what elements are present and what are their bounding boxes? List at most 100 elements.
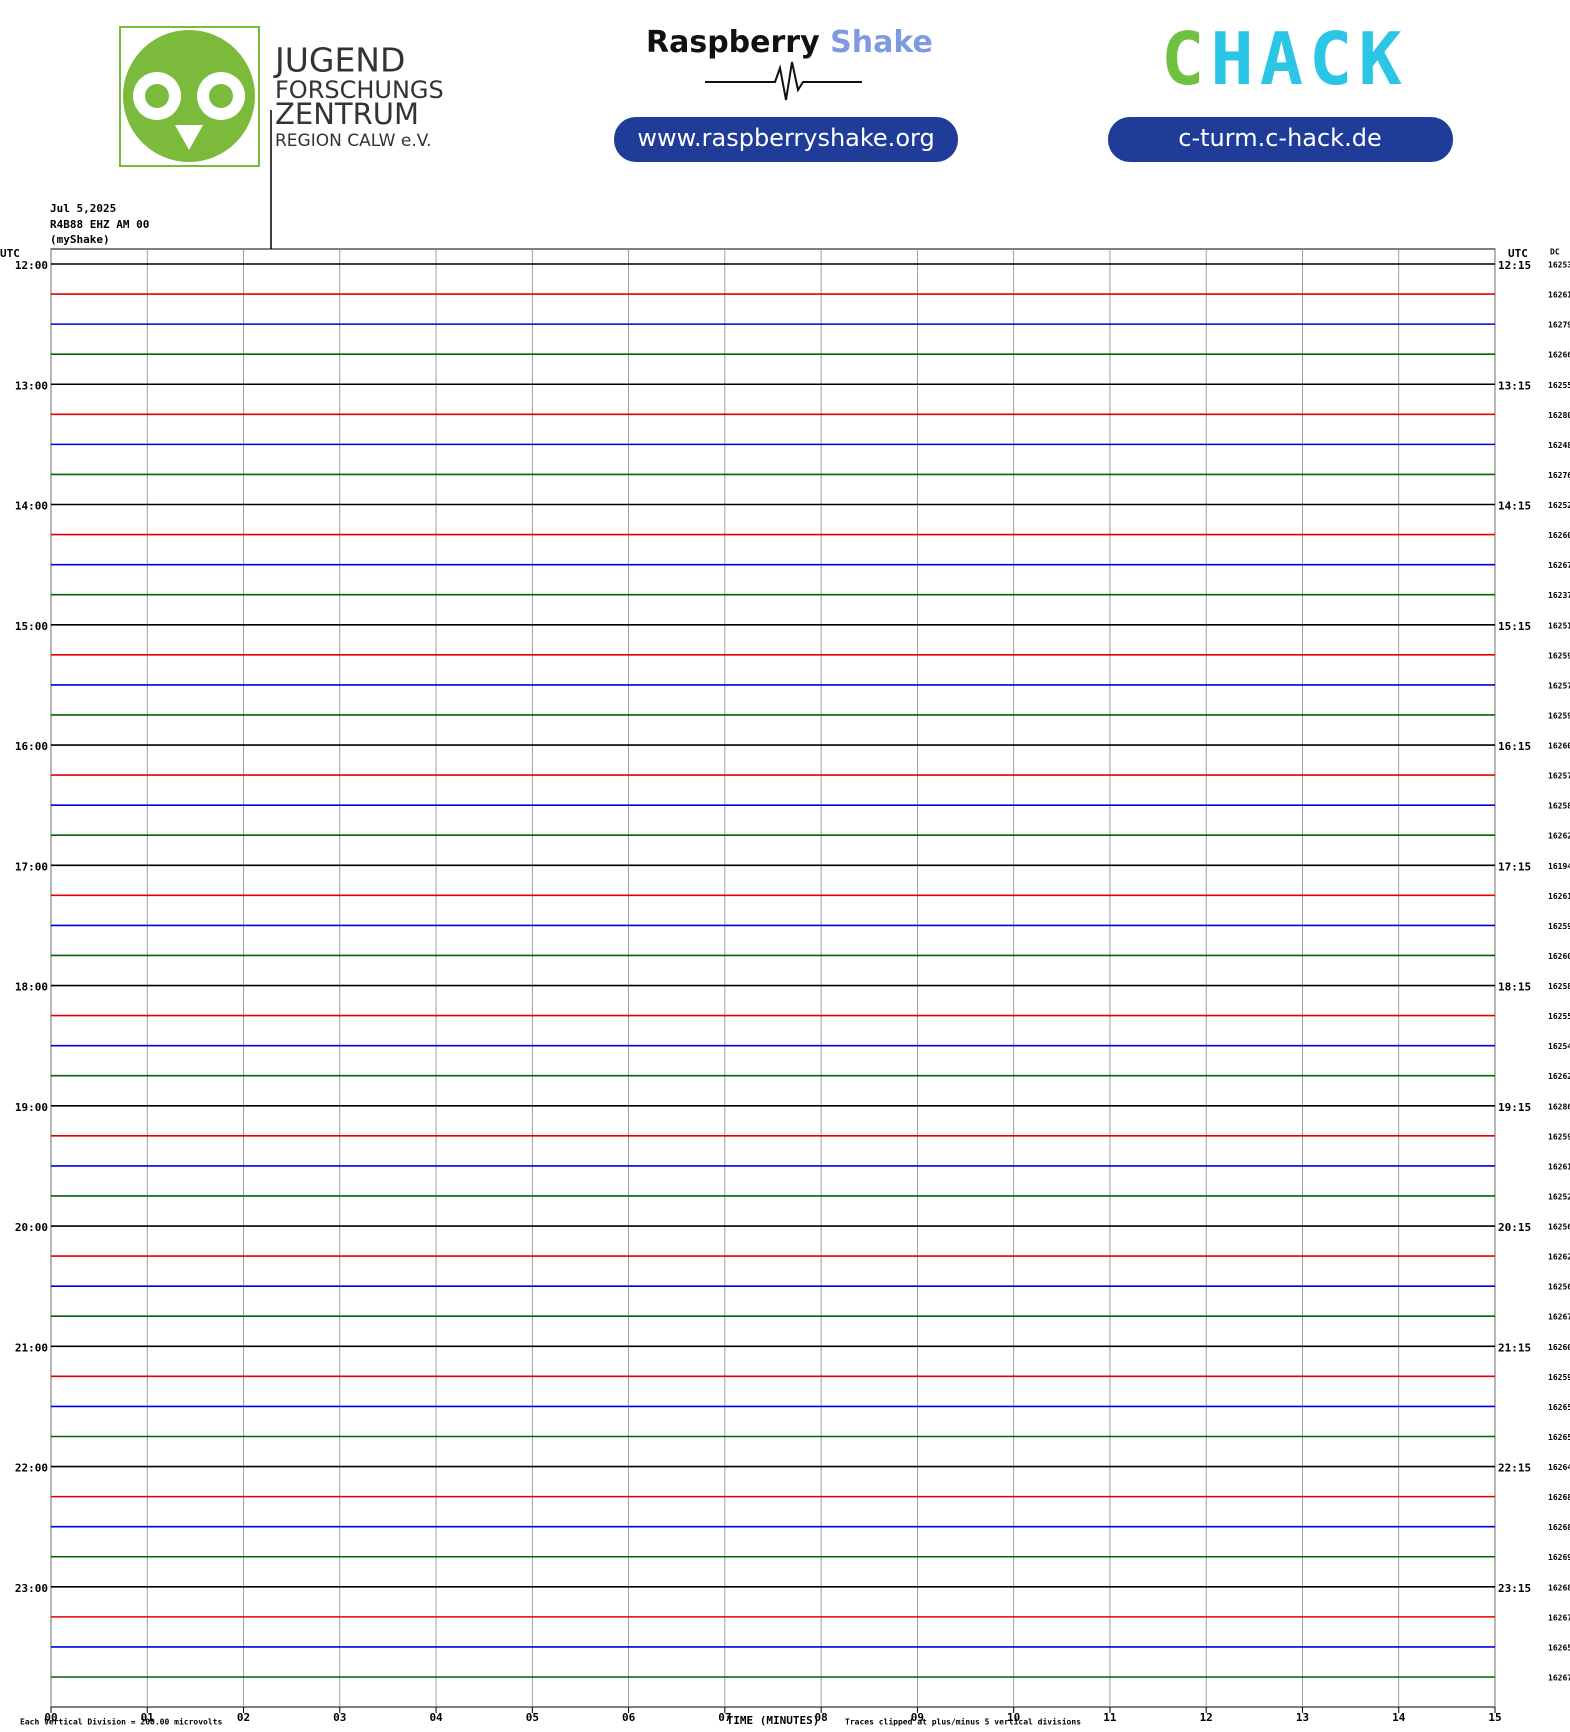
dc-value: 16268 xyxy=(1548,1523,1570,1532)
dc-value: 16259 xyxy=(1548,1373,1570,1382)
x-tick-label: 11 xyxy=(1103,1711,1117,1724)
dc-value: 16257 xyxy=(1548,681,1570,690)
dc-value: 16259 xyxy=(1548,1132,1570,1141)
right-time-label: 18:15 xyxy=(1498,981,1531,994)
left-time-label: 21:00 xyxy=(15,1341,48,1354)
right-time-label: 14:15 xyxy=(1498,500,1531,513)
info: R4B88 EHZ AM 00 xyxy=(50,218,149,231)
right-time-label: 17:15 xyxy=(1498,860,1531,873)
x-tick-label: 05 xyxy=(526,1711,539,1724)
chack-url[interactable]: c-turm.c-hack.de xyxy=(1178,124,1381,152)
dc-value: 16259 xyxy=(1548,651,1570,660)
dc-value: 16276 xyxy=(1548,471,1570,480)
right-time-label: 13:15 xyxy=(1498,379,1531,392)
dc-value: 16286 xyxy=(1548,1102,1570,1111)
right-time-label: 23:15 xyxy=(1498,1582,1531,1595)
x-tick-label: 03 xyxy=(333,1711,346,1724)
dc-value: 16255 xyxy=(1548,1012,1570,1021)
right-time-label: 19:15 xyxy=(1498,1101,1531,1114)
plot-frame xyxy=(50,248,1496,1708)
dc-value: 16262 xyxy=(1548,1253,1570,1262)
left-time-label: 15:00 xyxy=(15,620,48,633)
right-time-label: 22:15 xyxy=(1498,1462,1531,1475)
dc-value: 16262 xyxy=(1548,1072,1570,1081)
dc-value: 16260 xyxy=(1548,742,1570,751)
left-time-label: 18:00 xyxy=(15,981,48,994)
left-time-label: 23:00 xyxy=(15,1582,48,1595)
dc-value: 16255 xyxy=(1548,381,1570,390)
dc-value: 16269 xyxy=(1548,1553,1570,1562)
org-line: REGION CALW e.V. xyxy=(275,131,432,151)
info: (myShake) xyxy=(50,233,110,246)
x-tick-label: 00 xyxy=(44,1711,57,1724)
org-logo xyxy=(119,26,260,167)
right-time-label: 16:15 xyxy=(1498,740,1531,753)
rs-brand: Raspberry Shake xyxy=(646,25,933,60)
dc-value: 16266 xyxy=(1548,351,1570,360)
dc-value: 16261 xyxy=(1548,1162,1570,1171)
dc-value: 16268 xyxy=(1548,1493,1570,1502)
dc-value: 16264 xyxy=(1548,1463,1570,1472)
rs-url[interactable]: www.raspberryshake.org xyxy=(637,124,934,152)
dc-value: 16259 xyxy=(1548,922,1570,931)
dc-value: 16251 xyxy=(1548,621,1570,630)
left-time-label: 12:00 xyxy=(15,259,48,272)
left-time-label: 19:00 xyxy=(15,1101,48,1114)
dc-value: 16257 xyxy=(1548,772,1570,781)
x-tick-label: 04 xyxy=(429,1711,443,1724)
dc-value: 16267 xyxy=(1548,1674,1570,1683)
dc-value: 16194 xyxy=(1548,862,1570,871)
dc-value: 16268 xyxy=(1548,1583,1570,1592)
dc-value: 16267 xyxy=(1548,561,1570,570)
dc-value: 16256 xyxy=(1548,1283,1570,1292)
dc-value: 16237 xyxy=(1548,591,1570,600)
right-time-label: 15:15 xyxy=(1498,620,1531,633)
footer-right: Traces clipped at plus/minus 5 vertical … xyxy=(845,1717,1081,1727)
x-tick-label: 14 xyxy=(1392,1711,1406,1724)
dc-value: 16261 xyxy=(1548,892,1570,901)
x-tick-label: 10 xyxy=(1007,1711,1020,1724)
dc-value: 16256 xyxy=(1548,1223,1570,1232)
x-tick-label: 09 xyxy=(911,1711,924,1724)
dc-value: 16267 xyxy=(1548,1313,1570,1322)
rs-url-button[interactable] xyxy=(614,117,958,162)
left-time-label: 20:00 xyxy=(15,1221,48,1234)
right-header: UTC xyxy=(1508,247,1528,260)
org-line: FORSCHUNGS xyxy=(275,76,444,104)
dc-header: DC xyxy=(1550,248,1560,257)
org-line: JUGEND xyxy=(273,41,405,80)
rs-wave xyxy=(705,61,862,101)
dc-value: 16258 xyxy=(1548,802,1570,811)
dc-value: 16258 xyxy=(1548,982,1570,991)
dc-value: 16261 xyxy=(1548,291,1570,300)
x-tick-label: 01 xyxy=(141,1711,155,1724)
footer-left: Each Vertical Division = 200.00 microvol… xyxy=(20,1717,222,1727)
dc-value: 16252 xyxy=(1548,1192,1570,1201)
dc-value: 16265 xyxy=(1548,1643,1570,1652)
dc-value: 16280 xyxy=(1548,411,1570,420)
dc-value: 16259 xyxy=(1548,711,1570,720)
dc-value: 16267 xyxy=(1548,1613,1570,1622)
x-tick-label: 02 xyxy=(237,1711,250,1724)
x-tick-label: 08 xyxy=(815,1711,828,1724)
right-time-label: 21:15 xyxy=(1498,1341,1531,1354)
left-time-label: 14:00 xyxy=(15,500,48,513)
dc-value: 16254 xyxy=(1548,1042,1570,1051)
left-header: UTC xyxy=(0,247,20,260)
chack-url-button[interactable] xyxy=(1108,117,1453,162)
x-tick-label: 06 xyxy=(622,1711,636,1724)
x-tick-label: 12 xyxy=(1200,1711,1213,1724)
left-time-label: 17:00 xyxy=(15,860,48,873)
dc-value: 16253 xyxy=(1548,261,1570,270)
dc-value: 16260 xyxy=(1548,1343,1570,1352)
dc-value: 16260 xyxy=(1548,952,1570,961)
dc-value: 16265 xyxy=(1548,1403,1570,1412)
left-time-label: 13:00 xyxy=(15,379,48,392)
dc-value: 16248 xyxy=(1548,441,1570,450)
org-line: ZENTRUM xyxy=(275,97,419,131)
dc-value: 16252 xyxy=(1548,501,1570,510)
x-tick-label: 15 xyxy=(1488,1711,1501,1724)
info: Jul 5,2025 xyxy=(50,202,116,215)
